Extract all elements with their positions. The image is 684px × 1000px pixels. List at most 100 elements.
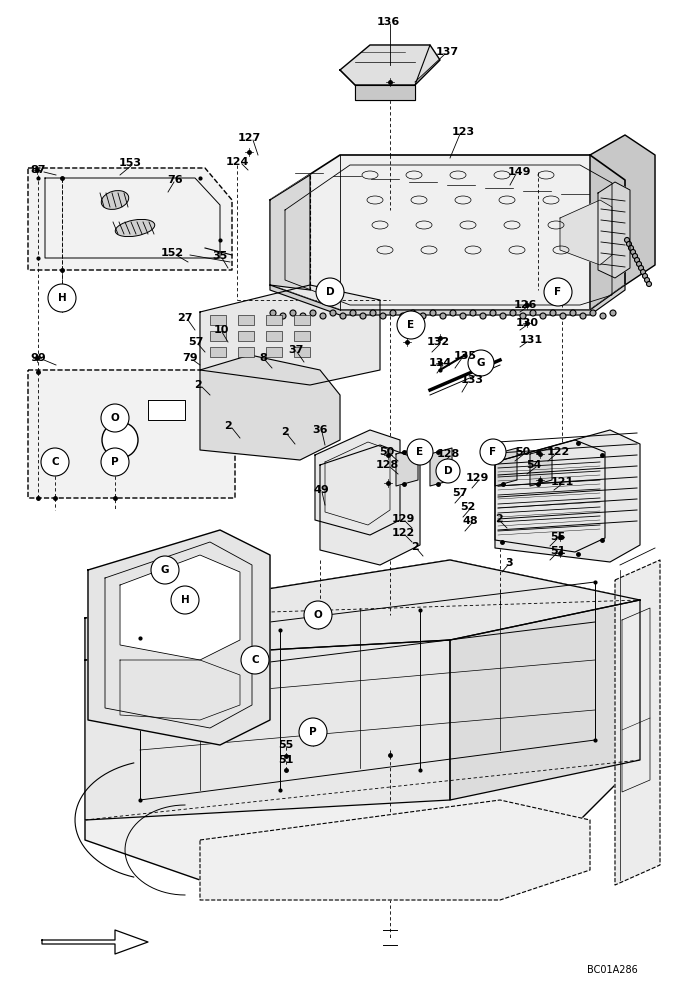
Circle shape [550,310,556,316]
Circle shape [300,313,306,319]
Circle shape [171,586,199,614]
Text: 51: 51 [278,755,293,765]
Text: 55: 55 [551,532,566,542]
Polygon shape [340,45,440,85]
Polygon shape [590,135,655,310]
Text: 134: 134 [428,358,451,368]
Text: C: C [251,655,259,665]
Text: F: F [555,287,562,297]
Text: 10: 10 [213,325,228,335]
Circle shape [637,261,642,266]
Text: 76: 76 [167,175,183,185]
Polygon shape [148,400,185,420]
Text: 37: 37 [289,345,304,355]
Text: 57: 57 [188,337,204,347]
Bar [266,315,282,325]
Text: 36: 36 [313,425,328,435]
Circle shape [304,601,332,629]
Text: H: H [181,595,189,605]
Text: 79: 79 [182,353,198,363]
Circle shape [102,422,138,458]
Circle shape [316,278,344,306]
Text: 137: 137 [436,47,458,57]
Circle shape [644,277,650,282]
Text: 123: 123 [451,127,475,137]
Polygon shape [450,600,640,800]
Text: 2: 2 [194,380,202,390]
Text: 153: 153 [118,158,142,168]
Ellipse shape [101,191,129,209]
Polygon shape [120,555,240,660]
Text: 129: 129 [465,473,488,483]
Circle shape [470,310,476,316]
Polygon shape [495,448,517,486]
Circle shape [310,310,316,316]
Circle shape [635,257,640,262]
Text: 124: 124 [225,157,249,167]
Circle shape [633,253,637,258]
Polygon shape [615,560,660,885]
Circle shape [397,311,425,339]
Text: E: E [408,320,415,330]
Circle shape [101,448,129,476]
Circle shape [460,313,466,319]
Polygon shape [320,445,420,565]
Circle shape [629,245,633,250]
Polygon shape [495,430,640,562]
Text: 99: 99 [30,353,46,363]
Circle shape [440,313,446,319]
Circle shape [410,310,416,316]
Polygon shape [200,800,590,900]
Circle shape [480,313,486,319]
Text: 57: 57 [452,488,468,498]
Polygon shape [560,200,612,265]
Text: O: O [314,610,322,620]
Circle shape [330,310,336,316]
Bar [294,331,310,341]
Text: 2: 2 [281,427,289,437]
Circle shape [520,313,526,319]
Circle shape [400,313,406,319]
Circle shape [631,249,635,254]
Circle shape [350,310,356,316]
Text: F: F [490,447,497,457]
Circle shape [450,310,456,316]
Circle shape [420,313,426,319]
Text: 2: 2 [411,542,419,552]
Circle shape [370,310,376,316]
Polygon shape [598,182,630,278]
Circle shape [638,265,644,270]
Text: 49: 49 [313,485,329,495]
Polygon shape [200,285,380,385]
Text: C: C [51,457,59,467]
Bar [266,331,282,341]
Text: 52: 52 [460,502,475,512]
Text: 136: 136 [376,17,399,27]
Circle shape [610,310,616,316]
Circle shape [48,284,76,312]
Circle shape [642,273,648,278]
Text: G: G [161,565,169,575]
Text: 133: 133 [460,375,484,385]
Text: 127: 127 [237,133,261,143]
Polygon shape [85,640,450,820]
Circle shape [570,310,576,316]
Text: BC01A286: BC01A286 [587,965,637,975]
Polygon shape [85,560,640,660]
Bar [266,347,282,357]
Text: H: H [57,293,66,303]
Circle shape [270,310,276,316]
Circle shape [590,310,596,316]
Bar [238,347,254,357]
Text: D: D [326,287,334,297]
Circle shape [540,313,546,319]
Circle shape [290,310,296,316]
Ellipse shape [116,219,155,237]
Circle shape [436,459,460,483]
Polygon shape [355,85,415,100]
Text: 35: 35 [212,251,228,261]
Bar [294,347,310,357]
Circle shape [560,313,566,319]
Circle shape [280,313,286,319]
Circle shape [101,404,129,432]
